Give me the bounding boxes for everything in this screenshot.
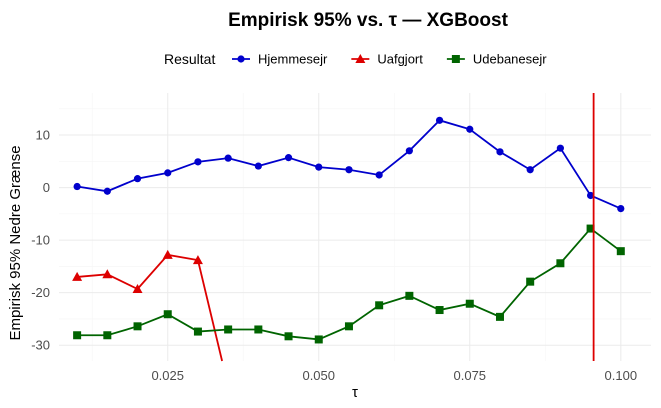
data-point-udebanesejr <box>284 332 293 341</box>
data-point-udebanesejr <box>344 322 353 331</box>
data-point-hjemmesejr <box>435 116 444 124</box>
data-point-udebanesejr <box>556 259 565 268</box>
legend-key-marker-hjemmesejr <box>237 55 245 63</box>
data-point-hjemmesejr <box>556 144 564 152</box>
data-point-uafgjort <box>72 271 83 281</box>
legend-entry-hjemmesejr: Hjemmesejr <box>232 52 328 67</box>
data-point-hjemmesejr <box>526 166 534 174</box>
data-point-hjemmesejr <box>284 154 293 162</box>
data-point-hjemmesejr <box>405 147 413 155</box>
x-tick-label: 0.050 <box>302 368 335 383</box>
legend: Resultat Hjemmesejr Uafgjort Udebanesejr <box>164 51 547 67</box>
data-point-udebanesejr <box>133 322 142 331</box>
x-tick-label: 0.025 <box>151 368 184 383</box>
legend-entry-udebanesejr: Udebanesejr <box>446 52 547 67</box>
data-point-hjemmesejr <box>224 154 232 162</box>
legend-label-hjemmesejr: Hjemmesejr <box>258 52 328 67</box>
y-tick-label: -10 <box>31 233 50 248</box>
x-tick-label: 0.075 <box>454 368 487 383</box>
legend-entry-uafgjort: Uafgjort <box>351 52 423 67</box>
data-point-hjemmesejr <box>254 162 262 170</box>
legend-title: Resultat <box>164 51 215 67</box>
series-udebanesejr <box>73 224 625 344</box>
data-point-udebanesejr <box>435 306 444 315</box>
data-point-udebanesejr <box>73 331 82 340</box>
data-point-udebanesejr <box>526 277 535 286</box>
data-point-udebanesejr <box>495 312 504 321</box>
legend-label-udebanesejr: Udebanesejr <box>473 52 547 67</box>
y-tick-label: -30 <box>31 338 50 353</box>
data-point-udebanesejr <box>465 299 474 308</box>
y-tick-label: -20 <box>31 285 50 300</box>
series-line-uafgjort <box>77 253 199 291</box>
data-point-hjemmesejr <box>73 182 81 191</box>
legend-key-marker-uafgjort <box>355 54 366 63</box>
x-axis-title: τ <box>352 384 358 401</box>
data-point-udebanesejr <box>586 224 595 233</box>
data-point-hjemmesejr <box>375 171 383 179</box>
series-hjemmesejr <box>73 116 625 213</box>
data-point-hjemmesejr <box>466 125 474 133</box>
axes: 0.025 0.050 0.075 0.100 -30 -20 -10 0 10 <box>31 128 637 383</box>
data-point-udebanesejr <box>103 331 112 340</box>
data-point-hjemmesejr <box>315 163 323 171</box>
data-point-hjemmesejr <box>496 148 504 156</box>
data-point-hjemmesejr <box>345 166 353 174</box>
series-uafgjort <box>72 249 223 362</box>
data-point-hjemmesejr <box>103 187 111 195</box>
series-layer <box>72 93 625 362</box>
data-point-hjemmesejr <box>194 158 202 166</box>
data-point-udebanesejr <box>224 325 233 334</box>
y-tick-label: 0 <box>43 180 50 195</box>
grid <box>59 93 651 361</box>
data-point-udebanesejr <box>405 291 414 300</box>
data-point-udebanesejr <box>314 335 323 344</box>
data-point-hjemmesejr <box>586 191 595 200</box>
data-point-udebanesejr <box>193 327 202 336</box>
data-point-udebanesejr <box>616 247 625 256</box>
series-line-hjemmesejr <box>76 119 622 210</box>
data-point-udebanesejr <box>254 325 263 334</box>
data-point-udebanesejr <box>163 310 172 319</box>
data-point-uafgjort <box>192 255 203 265</box>
series-line-extension-uafgjort <box>197 259 223 362</box>
chart-title: Empirisk 95% vs. τ — XGBoost <box>228 10 509 31</box>
data-point-hjemmesejr <box>133 175 142 183</box>
legend-key-marker-udebanesejr <box>451 55 460 63</box>
data-point-uafgjort <box>132 284 143 294</box>
data-point-udebanesejr <box>375 301 384 310</box>
y-axis-title: Empirisk 95% Nedre Grænse <box>7 145 24 340</box>
x-tick-label: 0.100 <box>605 368 638 383</box>
data-point-hjemmesejr <box>617 205 625 213</box>
legend-label-uafgjort: Uafgjort <box>377 52 423 67</box>
data-point-uafgjort <box>162 249 173 259</box>
y-tick-label: 10 <box>36 128 50 143</box>
data-point-hjemmesejr <box>164 169 172 177</box>
data-point-uafgjort <box>102 269 113 279</box>
